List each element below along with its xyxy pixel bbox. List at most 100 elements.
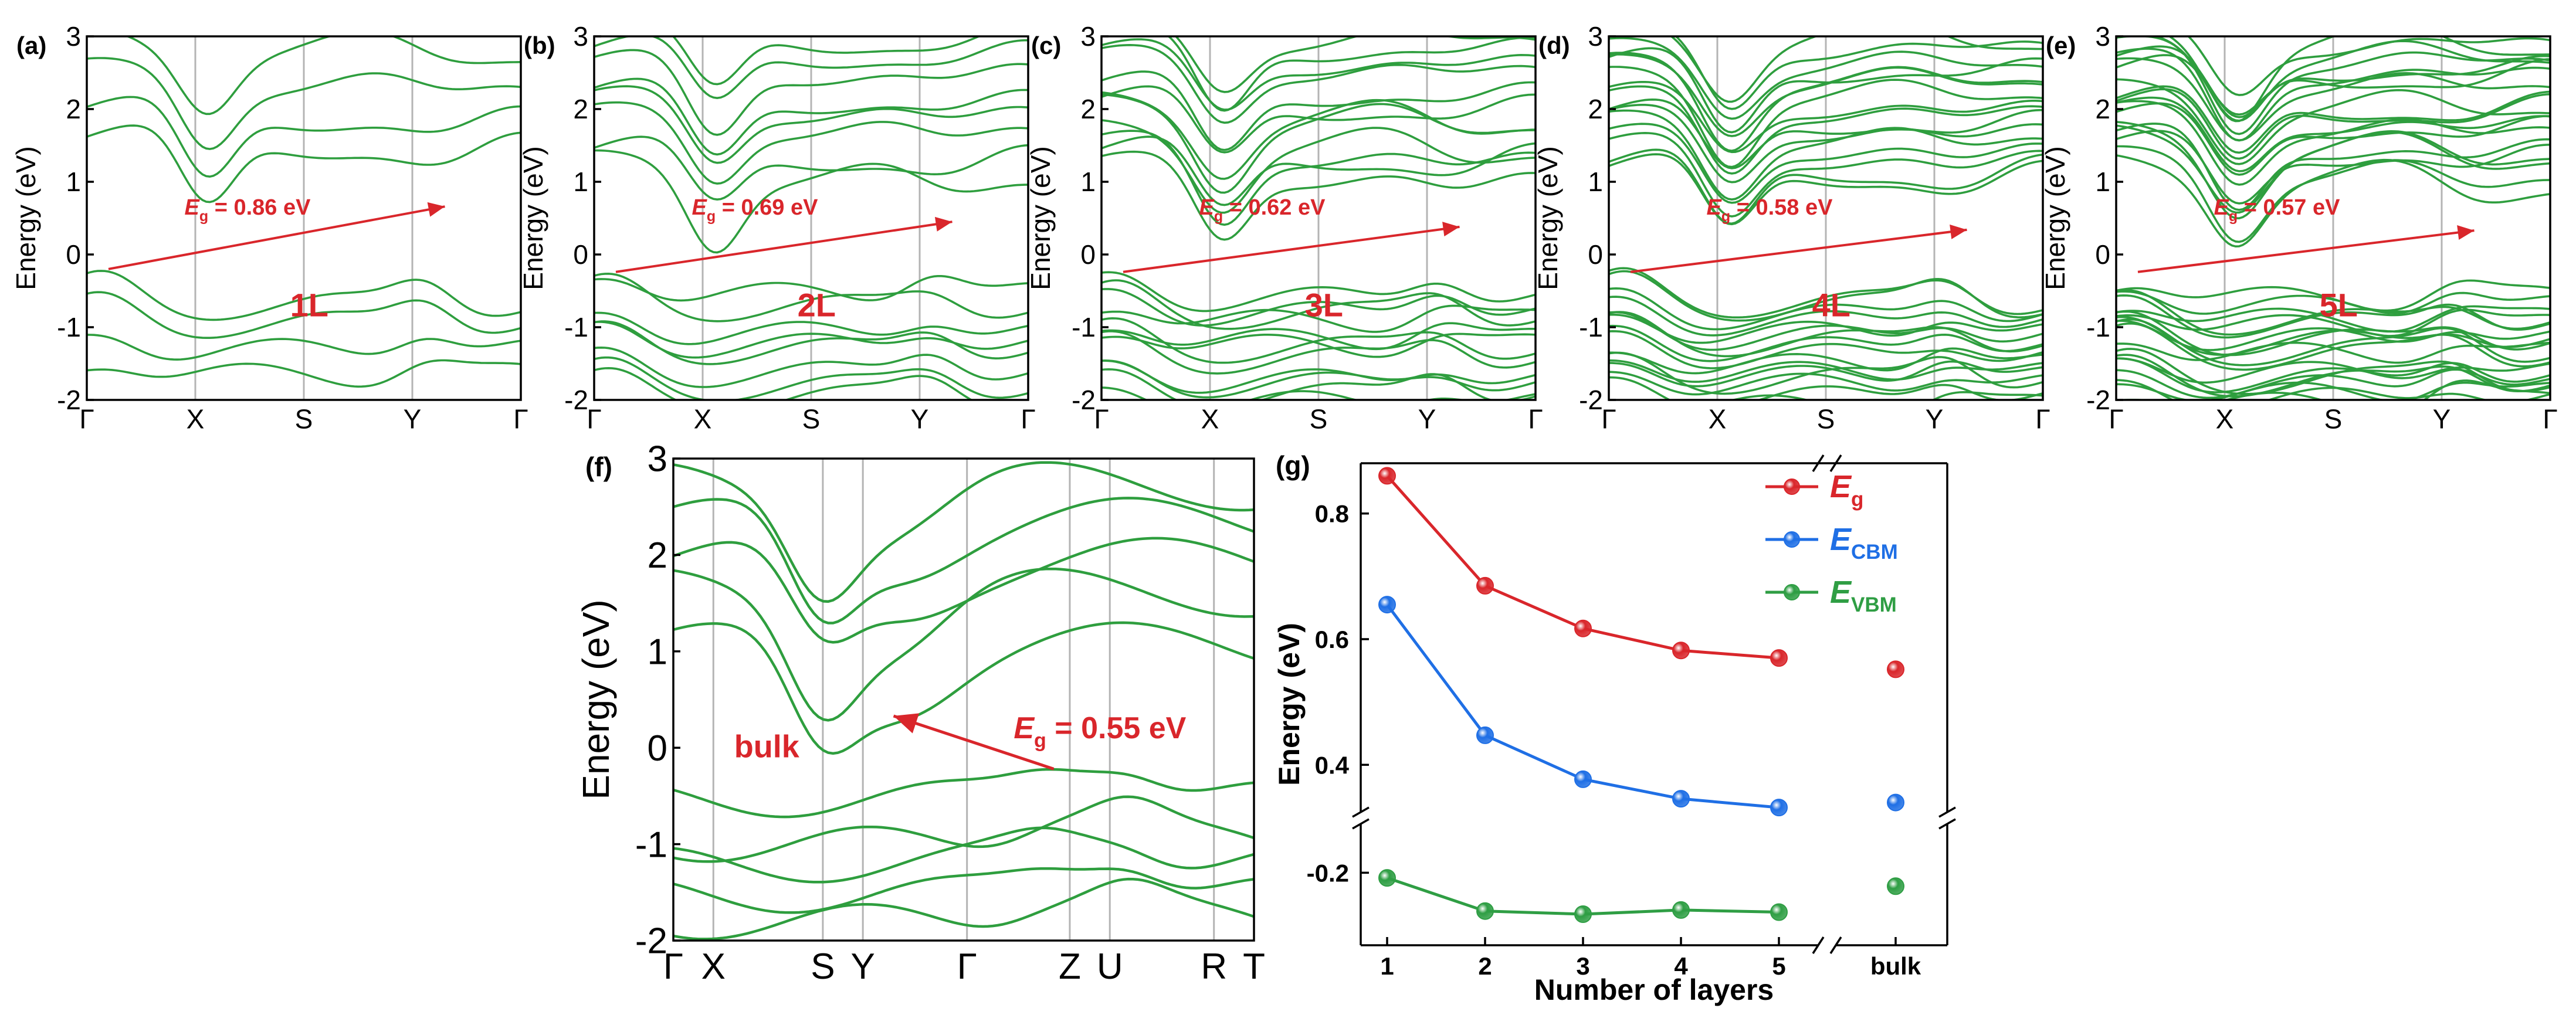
gap-label-e-value: = 0.57 eV <box>2238 195 2340 220</box>
ytick-label-c-1: 1 <box>1080 167 1096 197</box>
ylabel-c: Energy (eV) <box>1025 146 1056 290</box>
vb-a-0 <box>87 270 521 321</box>
ytick-label-c-0: 0 <box>1080 239 1096 270</box>
vb-d-10 <box>1609 360 2043 388</box>
kpoint-label-e-3: Y <box>2433 403 2451 434</box>
gap-label-f-value: = 0.55 eV <box>1046 711 1187 745</box>
legend-label-EVBM-symbol: E <box>1830 575 1852 610</box>
g-ytick-label-1: 0.4 <box>1315 751 1350 779</box>
kpoint-label-d-2: S <box>1817 403 1835 434</box>
kpoint-label-e-4: Γ <box>2543 403 2557 434</box>
vb-f-3 <box>673 867 1254 914</box>
gap-arrow-b <box>615 220 953 273</box>
vb-e-11 <box>2116 341 2550 364</box>
band-panel-c: -2 -1 0 1 2 3 Γ X S Y Γ Energy (eV) (c) Eg = 0.62 eV 3… <box>1025 21 1543 434</box>
kpoint-label-c-0: Γ <box>1094 403 1109 434</box>
vb-b-6 <box>594 356 1028 400</box>
gap-arrowhead-c <box>1442 222 1460 237</box>
ytick-label-b-3: 3 <box>573 21 588 52</box>
kpoint-label-f-7: R <box>1201 946 1227 987</box>
cb-b-3 <box>594 85 1028 164</box>
vb-e-19 <box>2116 379 2550 400</box>
point-EVBM-bulk <box>1887 877 1904 895</box>
ybreak-mark-1 <box>1352 818 1370 830</box>
cb-c-9 <box>1101 38 1536 111</box>
cb-b-2 <box>594 101 1028 185</box>
kpoint-label-f-0: Γ <box>663 946 683 987</box>
kpoint-label-e-1: X <box>2216 403 2234 434</box>
g-xtick-label-4: 5 <box>1772 952 1785 980</box>
cb-f-0 <box>673 621 1254 755</box>
kpoint-label-f-2: S <box>811 946 835 987</box>
ytick-label-f-1: 1 <box>648 632 667 673</box>
legend-label-Eg: Eg <box>1830 469 1863 511</box>
vb-d-12 <box>1609 351 2043 395</box>
cb-c-3 <box>1101 119 1536 214</box>
vb-e-2 <box>2116 289 2550 336</box>
vb-a-2 <box>87 334 521 361</box>
vb-c-6 <box>1101 317 1536 364</box>
layer-label-e: 5L <box>2320 286 2358 323</box>
layer-label-c: 3L <box>1305 286 1343 323</box>
g-xtick-label-0: 1 <box>1380 952 1394 980</box>
cb-a-1 <box>87 96 521 178</box>
cb-d-4 <box>1609 109 2043 201</box>
cb-d-2 <box>1609 131 2043 218</box>
panel-label-e: (e) <box>2046 32 2076 59</box>
vb-c-8 <box>1101 359 1536 394</box>
kpoint-label-b-3: Y <box>911 403 929 434</box>
xbreak-mark-1 <box>1829 454 1842 472</box>
g-xtick-label-1: 2 <box>1478 952 1492 980</box>
ybreak-mark-3 <box>1938 818 1956 830</box>
ytick-label-e--1: -1 <box>2086 312 2110 342</box>
vb-a-3 <box>87 359 521 388</box>
ytick-label-b-1: 1 <box>573 167 588 197</box>
gap-label-b-subscript: g <box>707 208 716 225</box>
panel-label-g: (g) <box>1276 450 1310 481</box>
kpoint-label-e-0: Γ <box>2109 403 2123 434</box>
ytick-label-f--2: -2 <box>635 921 667 962</box>
ytick-label-e--2: -2 <box>2086 385 2110 415</box>
cb-e-1 <box>2116 154 2550 248</box>
gap-label-c-symbol: E <box>1199 195 1215 220</box>
vb-b-2 <box>594 311 1028 345</box>
legend-label-EVBM-subscript: VBM <box>1851 593 1897 616</box>
band-panel-b: -2 -1 0 1 2 3 Γ X S Y Γ Energy (eV) (b) Eg = 0.69 eV 2… <box>518 21 1036 434</box>
ytick-label-f-2: 2 <box>648 535 667 576</box>
gap-label-e-subscript: g <box>2229 208 2238 225</box>
point-ECBM-1 <box>1476 726 1494 744</box>
gap-label-e-symbol: E <box>2214 195 2230 220</box>
vb-e-17 <box>2116 368 2550 399</box>
vb-c-5 <box>1101 322 1536 351</box>
panel-g: -0.2 0.4 0.6 0.8 1 2 3 4 5 bulk Number of layers En… <box>1273 450 1956 1006</box>
cb-e-9 <box>2116 85 2550 154</box>
gap-label-b: Eg = 0.69 eV <box>692 195 819 225</box>
cb-f-4 <box>673 461 1254 603</box>
cb-f-2 <box>673 537 1254 644</box>
vb-b-0 <box>594 275 1028 302</box>
kpoint-label-f-6: U <box>1097 946 1123 987</box>
xbreak-mark-3 <box>1829 936 1842 954</box>
layer-label-d: 4L <box>1812 286 1850 323</box>
point-Eg-3 <box>1672 642 1690 660</box>
point-EVBM-3 <box>1672 901 1690 919</box>
gap-label-a-subscript: g <box>199 208 208 225</box>
gap-label-d-subscript: g <box>1721 208 1730 225</box>
kpoint-label-c-2: S <box>1310 403 1328 434</box>
legend-label-Eg-symbol: E <box>1830 469 1852 504</box>
ytick-label-b-2: 2 <box>573 94 588 124</box>
frame-c <box>1100 35 1537 401</box>
frame-d <box>1608 35 2044 401</box>
point-ECBM-3 <box>1672 790 1690 808</box>
ytick-label-a-1: 1 <box>66 167 81 197</box>
vb-c-2 <box>1101 288 1536 327</box>
vb-f-0 <box>673 768 1254 819</box>
cb-e-19 <box>2187 36 2550 96</box>
g-xtick-label-2: 3 <box>1576 952 1589 980</box>
point-Eg-2 <box>1574 619 1592 637</box>
bands-f <box>673 461 1254 941</box>
g-ytick-label-3: 0.8 <box>1315 500 1349 528</box>
kpoint-label-f-4: Γ <box>957 946 977 987</box>
kpoint-label-a-4: Γ <box>513 403 528 434</box>
cb-a-0 <box>87 124 521 203</box>
